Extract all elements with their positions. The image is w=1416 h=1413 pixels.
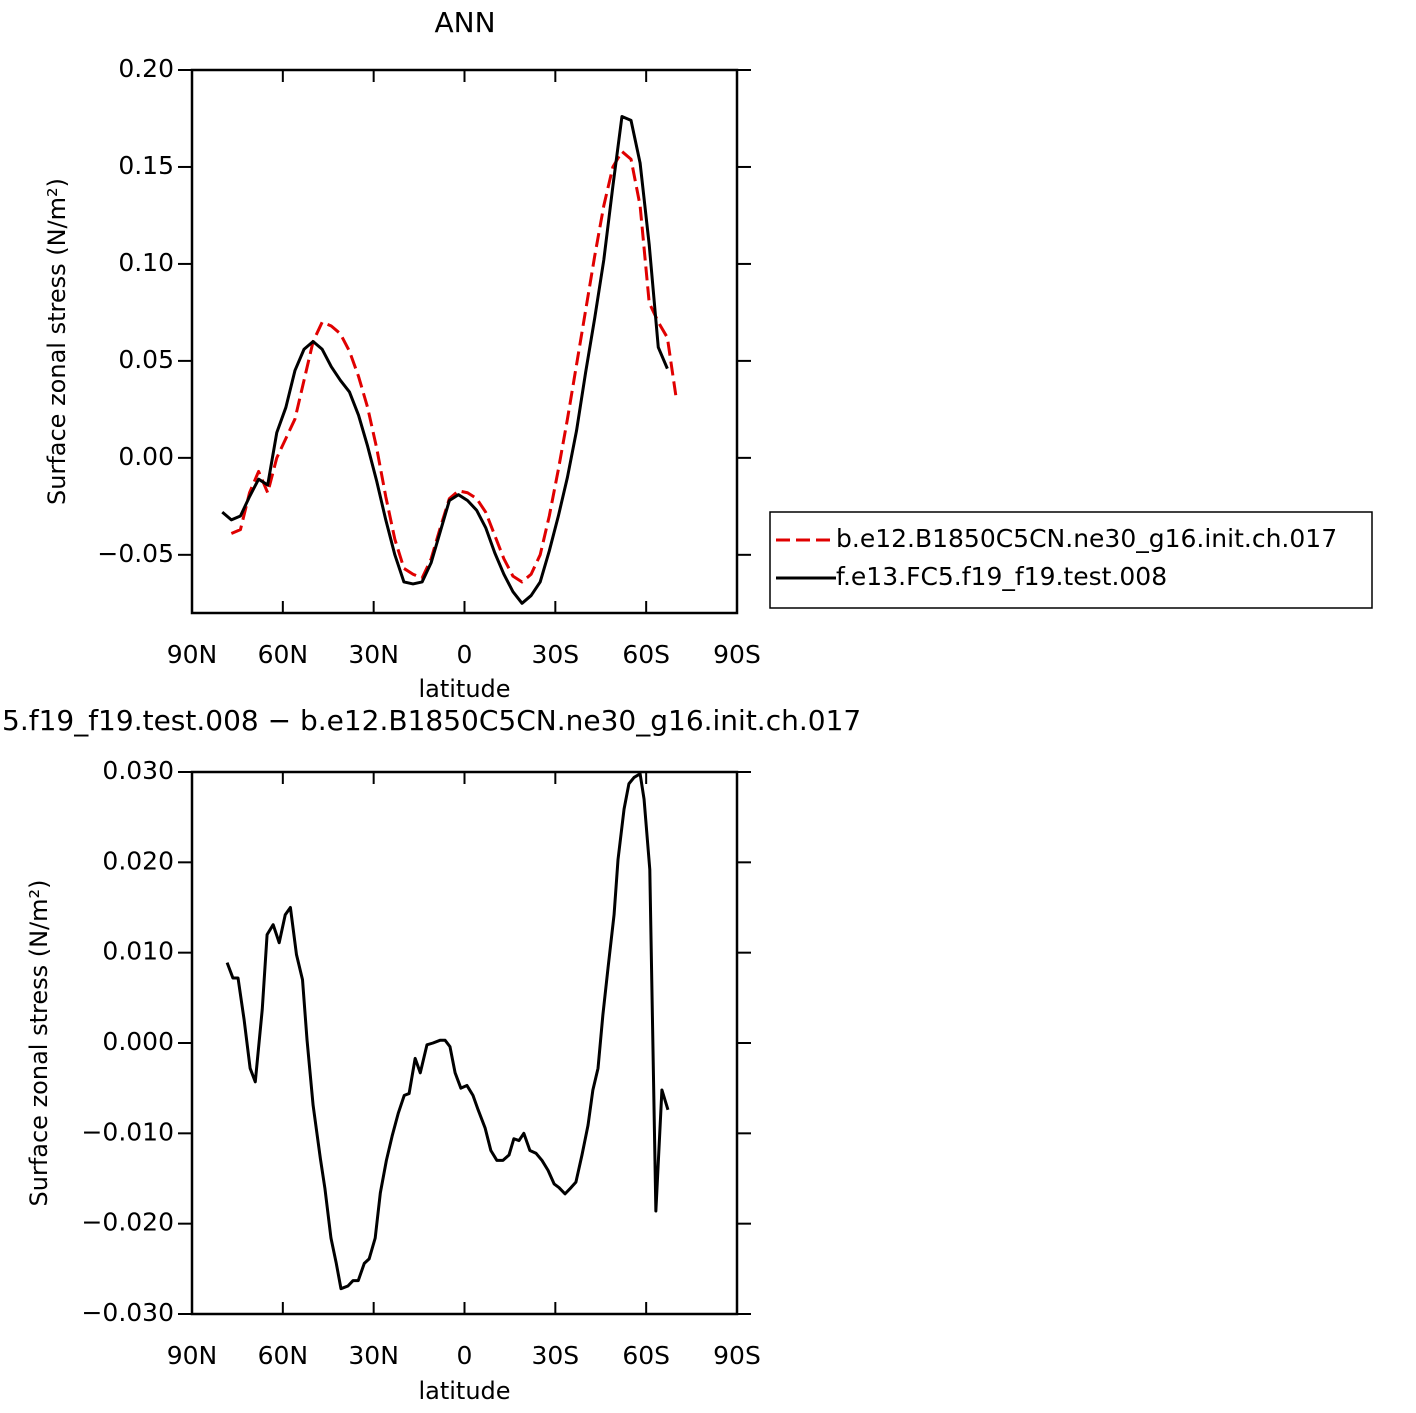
y-tick-label: 0.020 bbox=[102, 846, 174, 875]
y-axis-label: Surface zonal stress (N/m²) bbox=[43, 178, 71, 505]
y-tick-label: 0.05 bbox=[118, 345, 174, 374]
x-tick-label: 30S bbox=[531, 1341, 579, 1370]
y-tick-label: −0.020 bbox=[81, 1208, 174, 1237]
x-tick-label: 0 bbox=[457, 1341, 473, 1370]
y-tick-label: 0.10 bbox=[118, 248, 174, 277]
x-tick-label: 60N bbox=[258, 640, 309, 669]
legend-box bbox=[769, 511, 1373, 609]
x-tick-label: 90N bbox=[167, 640, 218, 669]
y-tick-label: 0.15 bbox=[118, 151, 174, 180]
y-tick-label: −0.010 bbox=[81, 1117, 174, 1146]
x-tick-label: 30S bbox=[531, 640, 579, 669]
data-line bbox=[230, 149, 678, 584]
y-axis-label: Surface zonal stress (N/m²) bbox=[25, 880, 53, 1207]
x-tick-label: 90N bbox=[167, 1341, 218, 1370]
x-tick-label: 0 bbox=[457, 640, 473, 669]
plot-frame bbox=[190, 770, 739, 1316]
y-tick-label: 0.010 bbox=[102, 937, 174, 966]
legend-label: b.e12.B1850C5CN.ne30_g16.init.ch.017 bbox=[836, 524, 1337, 553]
x-axis-label: latitude bbox=[418, 675, 510, 703]
chart-title: ANN bbox=[434, 6, 495, 39]
x-tick-label: 60N bbox=[258, 1341, 309, 1370]
legend-label: f.e13.FC5.f19_f19.test.008 bbox=[836, 562, 1167, 591]
y-tick-label: −0.05 bbox=[97, 539, 174, 568]
data-line bbox=[221, 115, 669, 605]
x-tick-label: 90S bbox=[713, 640, 761, 669]
y-tick-label: 0.20 bbox=[118, 54, 174, 83]
x-tick-label: 90S bbox=[713, 1341, 761, 1370]
x-tick-label: 30N bbox=[348, 640, 399, 669]
plot-frame bbox=[190, 68, 739, 615]
x-tick-label: 30N bbox=[348, 1341, 399, 1370]
x-axis-label: latitude bbox=[418, 1377, 510, 1405]
x-tick-label: 60S bbox=[622, 640, 670, 669]
y-tick-label: 0.00 bbox=[118, 442, 174, 471]
x-tick-label: 60S bbox=[622, 1341, 670, 1370]
y-tick-label: 0.030 bbox=[102, 756, 174, 785]
y-tick-label: 0.000 bbox=[102, 1027, 174, 1056]
chart-title: 5.f19_f19.test.008 − b.e12.B1850C5CN.ne3… bbox=[2, 704, 861, 737]
y-tick-label: −0.030 bbox=[81, 1298, 174, 1327]
data-line bbox=[225, 772, 670, 1291]
